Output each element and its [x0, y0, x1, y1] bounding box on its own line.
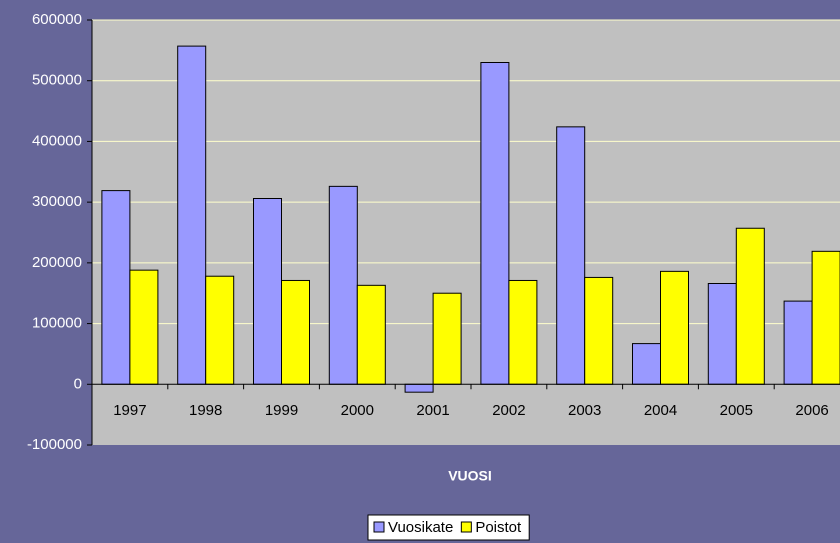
x-tick-label: 2006 [795, 402, 828, 419]
bar [281, 279, 310, 385]
bar [328, 185, 358, 385]
legend-swatch [373, 521, 385, 533]
bar [356, 284, 386, 385]
bar [101, 190, 131, 385]
bar [811, 250, 840, 385]
y-tick-label: 100000 [32, 315, 82, 332]
y-tick-label: 600000 [32, 11, 82, 28]
x-tick-label: 1998 [189, 402, 222, 419]
y-tick-label: 500000 [32, 72, 82, 89]
bar [129, 269, 159, 385]
y-tick-label: 200000 [32, 254, 82, 271]
y-tick-label: 0 [74, 375, 82, 392]
x-tick-label: 2003 [568, 402, 601, 419]
x-tick-label: 2001 [416, 402, 449, 419]
bar [632, 343, 661, 385]
legend-label: Vuosikate [388, 519, 453, 536]
bar [432, 292, 462, 385]
bar [404, 383, 434, 393]
x-tick-label: 1999 [265, 402, 298, 419]
bar [584, 276, 614, 385]
bar [480, 62, 510, 385]
bar [508, 279, 538, 385]
legend-label: Poistot [475, 519, 522, 536]
bar [556, 126, 586, 385]
bar [707, 283, 737, 385]
bar [783, 300, 813, 385]
legend-swatch [460, 521, 472, 533]
bar [177, 45, 207, 385]
bar [253, 198, 282, 385]
x-tick-label: 2005 [720, 402, 753, 419]
x-axis-title: VUOSI [448, 468, 492, 484]
legend-box [367, 514, 530, 541]
y-tick-label: 400000 [32, 132, 82, 149]
x-tick-label: 2004 [644, 402, 677, 419]
x-tick-label: 2002 [492, 402, 525, 419]
bar [660, 270, 689, 385]
x-tick-label: 2000 [341, 402, 374, 419]
y-tick-label: -100000 [27, 436, 82, 453]
x-tick-label: 1997 [113, 402, 146, 419]
y-tick-label: 300000 [32, 193, 82, 210]
bar [735, 227, 765, 385]
bar [205, 275, 235, 385]
